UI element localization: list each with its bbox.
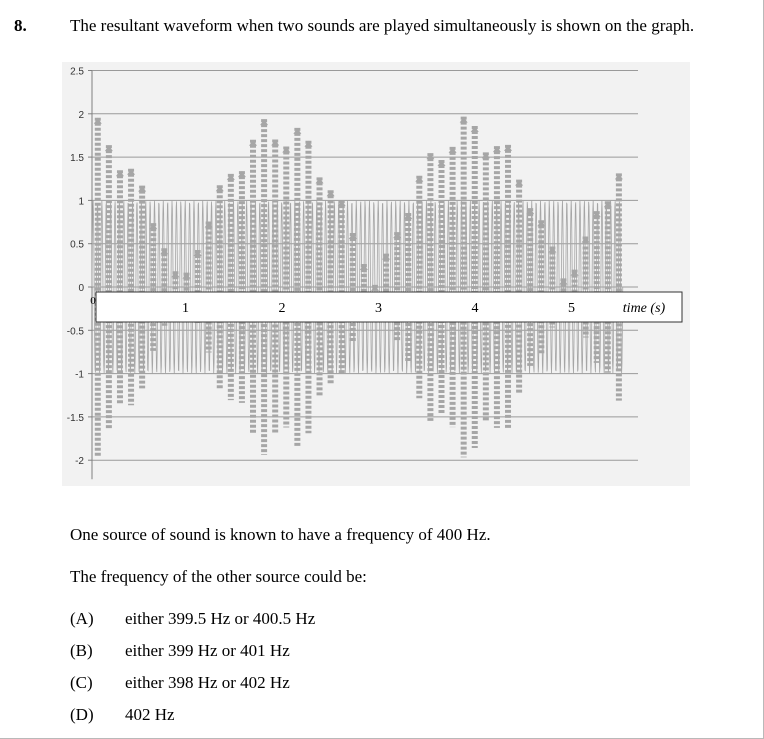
statement-line: One source of sound is known to have a f…: [70, 525, 491, 544]
spike-tip: [215, 185, 224, 192]
spike-tip: [504, 144, 513, 151]
y-tick-label: 0: [78, 283, 84, 294]
spike-tip: [470, 126, 479, 133]
option-d[interactable]: (D) 402 Hz: [70, 705, 175, 725]
option-text: either 399 Hz or 401 Hz: [125, 641, 290, 660]
spike-tip: [481, 152, 490, 159]
spike-tip: [104, 145, 113, 152]
spike-tip: [182, 272, 191, 279]
spike-tip: [570, 269, 579, 276]
option-text: 402 Hz: [125, 705, 175, 724]
waveform-chart: 2.5 2 1.5 1 0.5 0 -0.5 -1 -1.5 -2 0 1 2 3 4 5 time (s): [62, 62, 690, 486]
option-c[interactable]: (C) either 398 Hz or 402 Hz: [70, 673, 290, 693]
spike-tip: [603, 201, 612, 208]
x-tick-label: 4: [472, 301, 479, 316]
y-tick-label: 2: [78, 110, 84, 121]
spike-tip: [204, 221, 213, 228]
spike-tip: [548, 246, 557, 253]
spike-tip: [160, 248, 169, 255]
spike-tip: [614, 173, 623, 180]
spike-tip: [115, 170, 124, 177]
spike-tip: [437, 160, 446, 167]
spike-tip: [492, 146, 501, 153]
x-axis-title: time (s): [623, 301, 666, 316]
spike-tip: [237, 171, 246, 178]
y-tick-label: -1.5: [67, 413, 85, 424]
option-a[interactable]: (A) either 399.5 Hz or 400.5 Hz: [70, 609, 315, 629]
spike-tip: [127, 168, 136, 175]
reference-wave-line: [91, 200, 624, 374]
spike-tip: [526, 208, 535, 215]
spike-tip: [404, 212, 413, 219]
spike-tip: [193, 249, 202, 256]
spike-tip: [260, 119, 269, 126]
x-tick-label: 0: [90, 295, 96, 307]
spike-tip: [559, 278, 568, 285]
y-tick-label: 1.5: [70, 153, 84, 164]
spike-tip: [226, 173, 235, 180]
y-tick-label: 1: [78, 196, 84, 207]
spike-tip: [537, 220, 546, 227]
y-tick-labels: 2.5 2 1.5 1 0.5 0 -0.5 -1 -1.5 -2: [67, 67, 85, 468]
x-tick-label: 1: [182, 301, 189, 316]
option-letter: (D): [70, 705, 94, 724]
question-text: The resultant waveform when two sounds a…: [70, 16, 695, 35]
y-tick-label: 2.5: [70, 67, 84, 78]
spike-tip: [348, 232, 357, 239]
spike-tip: [370, 284, 379, 291]
y-tick-label: -1: [75, 370, 84, 381]
spike-tip: [304, 140, 313, 147]
spike-tip: [415, 175, 424, 182]
option-letter: (C): [70, 673, 93, 692]
option-letter: (A): [70, 609, 94, 628]
waveform-series: [91, 116, 624, 458]
spike-tip: [581, 236, 590, 243]
spike-tip: [359, 263, 368, 270]
question-number: 8.: [14, 16, 27, 35]
x-tick-label: 3: [375, 301, 382, 316]
option-b[interactable]: (B) either 399 Hz or 401 Hz: [70, 641, 290, 661]
x-tick-label: 2: [279, 301, 286, 316]
x-axis: 0 1 2 3 4 5 time (s): [90, 291, 683, 323]
spike-tip: [337, 200, 346, 207]
spike-tip: [93, 117, 102, 124]
spike-tip: [326, 190, 335, 197]
option-text: either 399.5 Hz or 400.5 Hz: [125, 609, 316, 628]
option-text: either 398 Hz or 402 Hz: [125, 673, 290, 692]
y-tick-label: -0.5: [67, 326, 85, 337]
spike-tip: [282, 146, 291, 153]
prompt-line: The frequency of the other source could …: [70, 567, 367, 586]
x-tick-label: 5: [568, 301, 575, 316]
spike-tip: [393, 232, 402, 239]
spike-tip: [592, 211, 601, 218]
spike-tip: [382, 253, 391, 260]
spike-tip: [149, 223, 158, 230]
spike-tip: [293, 127, 302, 134]
spike-tip: [138, 185, 147, 192]
y-tick-label: -2: [75, 456, 84, 467]
spike-tip: [515, 179, 524, 186]
spike-tip: [448, 146, 457, 153]
spike-tip: [426, 153, 435, 160]
y-tick-label: 0.5: [70, 240, 84, 251]
option-letter: (B): [70, 641, 93, 660]
spike-tip: [459, 116, 468, 123]
gridlines: [88, 70, 638, 480]
spike-tip: [171, 271, 180, 278]
spike-tip: [315, 177, 324, 184]
spike-tip: [271, 139, 280, 146]
spike-tip: [249, 139, 258, 146]
x-axis-label-box: [95, 291, 683, 323]
